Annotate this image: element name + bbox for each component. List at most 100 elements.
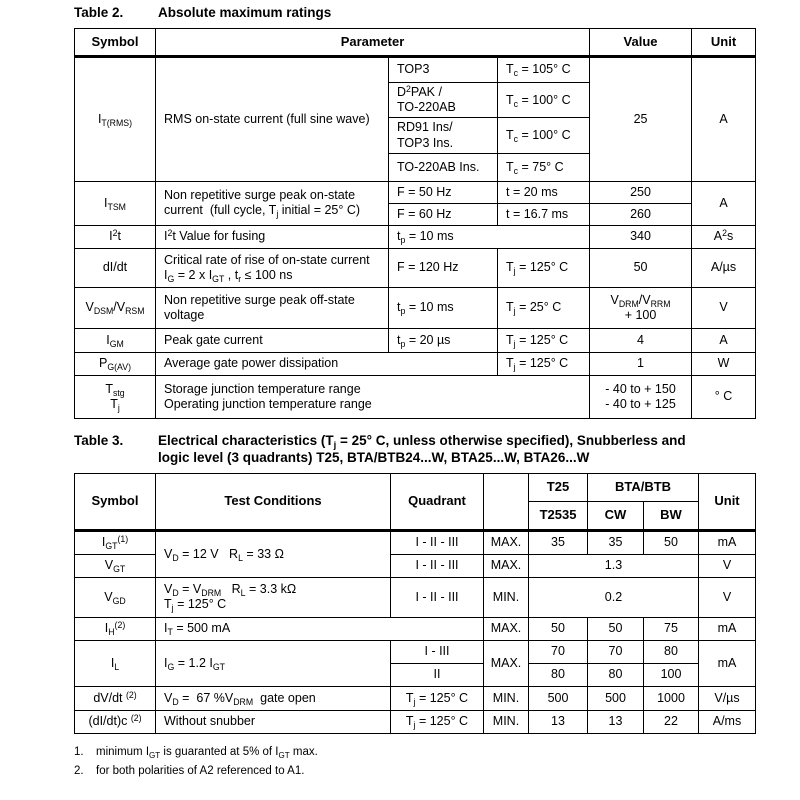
- t2-itsm-unit: A: [691, 180, 757, 226]
- t3-header-bw: BW: [643, 500, 699, 532]
- t2-header-parameter: Parameter: [154, 27, 591, 58]
- t2-didt-cond1: F = 120 Hz: [388, 247, 498, 288]
- t2-itrms-unit: A: [691, 55, 757, 182]
- t2-didt-unit: A/µs: [691, 247, 757, 288]
- t3-row-igt: IGT(1) VD = 12 V RL = 33 Ω I - II - III …: [74, 529, 756, 578]
- t2-itsm-parameter: Non repetitive surge peak on-state curren…: [155, 180, 389, 226]
- t2-row-i2t: I2t I2t Value for fusing tp = 10 ms 340 …: [74, 224, 757, 249]
- t3-row-ih: IH(2) IT = 500 mA MAX. 50 50 75 mA: [74, 616, 756, 641]
- t3-header-row-2: T2535 CW BW: [75, 500, 756, 532]
- t3-il-bw-1: 80: [643, 639, 699, 664]
- table2-label: Table 2.: [74, 5, 124, 20]
- t2-vdsm-unit: V: [691, 286, 757, 329]
- t2-itrms-package-to220ins: TO-220AB Ins.: [388, 152, 498, 182]
- t3-igt-stat: MAX.: [483, 529, 529, 555]
- footnote-2-text: for both polarities of A2 referenced to …: [96, 764, 305, 777]
- footnote-1-number: 1.: [74, 745, 84, 758]
- t3-ih-bw: 75: [643, 616, 699, 641]
- t3-vgd-quadrant: I - II - III: [390, 576, 484, 618]
- t2-tstg-value: - 40 to + 150- 40 to + 125: [589, 374, 693, 419]
- t3-dvdt-stat: MIN.: [483, 685, 529, 711]
- t2-igm-value: 4: [589, 327, 693, 353]
- t3-il-bw-2: 100: [643, 662, 699, 687]
- t2-itsm-time-60: t = 16.7 ms: [496, 202, 591, 226]
- t3-dvdt-cw: 500: [587, 685, 644, 711]
- t3-didtc-quadrant: Tj = 125° C: [390, 709, 484, 734]
- datasheet-page: Table 2. Absolute maximum ratings Symbol…: [74, 5, 757, 777]
- t3-ih-cw: 50: [587, 616, 644, 641]
- t3-vgt-quadrant: I - II - III: [390, 553, 484, 578]
- t2-itsm-symbol: ITSM: [74, 180, 156, 226]
- t2-itrms-cond-to220ins: Tc = 75° C: [496, 152, 591, 182]
- t2-igm-cond1: tp = 20 µs: [388, 327, 498, 353]
- t3-il-t2535-1: 70: [528, 639, 588, 664]
- t3-il-cw-2: 80: [587, 662, 644, 687]
- t2-itsm-value-50: 250: [589, 180, 693, 204]
- t3-vgd-stat: MIN.: [483, 576, 529, 618]
- t3-header-t25: T25: [528, 472, 588, 502]
- t2-vdsm-value: VDRM/VRRM + 100: [589, 286, 693, 329]
- t3-ih-t2535: 50: [528, 616, 588, 641]
- t2-row-itrms-1: IT(RMS) RMS on-state current (full sine …: [74, 55, 757, 182]
- t3-il-symbol: IL: [74, 639, 156, 687]
- footnote-2: 2. for both polarities of A2 referenced …: [74, 765, 755, 777]
- table3-title-row: Table 3. Electrical characteristics (Tj …: [74, 433, 755, 467]
- t2-vdsm-cond1: tp = 10 ms: [388, 286, 498, 329]
- t3-didtc-t2535: 13: [528, 709, 588, 734]
- t2-didt-symbol: dI/dt: [74, 247, 156, 288]
- t3-didtc-bw: 22: [643, 709, 699, 734]
- t2-header-value: Value: [589, 27, 693, 58]
- t3-vgd-value: 0.2: [528, 576, 699, 618]
- t2-row-itrms-2: D2PAK / TO-220AB Tc = 100° C: [75, 81, 756, 119]
- t2-vdsm-cond2: Tj = 25° C: [496, 286, 591, 329]
- t3-ih-unit: mA: [698, 616, 756, 641]
- t3-vgd-symbol: VGD: [74, 576, 156, 618]
- t2-itrms-package-rd91: RD91 Ins/TOP3 Ins.: [388, 117, 498, 154]
- t2-row-didt: dI/dt Critical rate of rise of on-state …: [74, 247, 757, 288]
- t2-igm-cond2: Tj = 125° C: [496, 327, 591, 353]
- t3-dvdt-quadrant: Tj = 125° C: [390, 685, 484, 711]
- t3-vgt-symbol: VGT: [74, 553, 156, 578]
- t2-row-igm: IGM Peak gate current tp = 20 µs Tj = 12…: [74, 327, 757, 353]
- t2-vdsm-symbol: VDSM/VRSM: [74, 286, 156, 329]
- t3-il-quadrant-1: I - III: [390, 639, 484, 664]
- table3-caption: Electrical characteristics (Tj = 25° C, …: [158, 432, 686, 465]
- t3-dvdt-bw: 1000: [643, 685, 699, 711]
- t2-itsm-freq-60: F = 60 Hz: [388, 202, 498, 226]
- t3-il-cw-1: 70: [587, 639, 644, 664]
- t2-row-itrms-3: RD91 Ins/TOP3 Ins. Tc = 100° C: [75, 117, 756, 154]
- t2-tstg-unit: ° C: [691, 374, 757, 419]
- t3-header-btabtb: BTA/BTB: [587, 472, 699, 502]
- t3-vgd-unit: V: [698, 576, 756, 618]
- t2-itsm-freq-50: F = 50 Hz: [388, 180, 498, 204]
- t3-header-symbol: Symbol: [74, 472, 156, 532]
- t2-tstg-symbol: Tstg Tj: [74, 374, 156, 419]
- t3-ih-stat: MAX.: [483, 616, 529, 641]
- t2-itrms-symbol: IT(RMS): [74, 55, 156, 182]
- t2-i2t-value: 340: [589, 224, 693, 249]
- t3-didtc-test-conditions: Without snubber: [155, 709, 391, 734]
- t3-header-cw: CW: [587, 500, 644, 532]
- table3-label: Table 3.: [74, 432, 124, 448]
- footnote-2-number: 2.: [74, 764, 84, 777]
- t3-header-test-conditions: Test Conditions: [155, 472, 391, 532]
- t2-pgav-value: 1: [589, 351, 693, 376]
- table3-electrical-characteristics: Symbol Test Conditions Quadrant T25 BTA/…: [74, 472, 756, 734]
- t3-igt-test-conditions: VD = 12 V RL = 33 Ω: [155, 529, 391, 578]
- t2-itrms-parameter: RMS on-state current (full sine wave): [155, 55, 389, 182]
- t3-ih-symbol: IH(2): [74, 616, 156, 641]
- t2-vdsm-parameter: Non repetitive surge peak off-state volta…: [155, 286, 389, 329]
- t2-itrms-package-d2pak: D2PAK / TO-220AB: [388, 81, 498, 119]
- footnote-1-text: minimum IGT is guaranted at 5% of IGT ma…: [96, 745, 318, 760]
- t3-vgd-test-conditions: VD = VDRM RL = 3.3 kΩ Tj = 125° C: [155, 576, 391, 618]
- t2-header-symbol: Symbol: [74, 27, 156, 58]
- footnotes: 1. minimum IGT is guaranted at 5% of IGT…: [74, 746, 755, 777]
- t3-vgt-unit: V: [698, 553, 756, 578]
- t3-il-stat: MAX.: [483, 639, 529, 687]
- t2-itrms-value: 25: [589, 55, 693, 182]
- t2-igm-unit: A: [691, 327, 757, 353]
- t2-igm-parameter: Peak gate current: [155, 327, 389, 353]
- t3-header-quadrant: Quadrant: [390, 472, 484, 532]
- t2-i2t-condition: tp = 10 ms: [387, 224, 591, 249]
- t3-vgt-stat: MAX.: [483, 553, 529, 578]
